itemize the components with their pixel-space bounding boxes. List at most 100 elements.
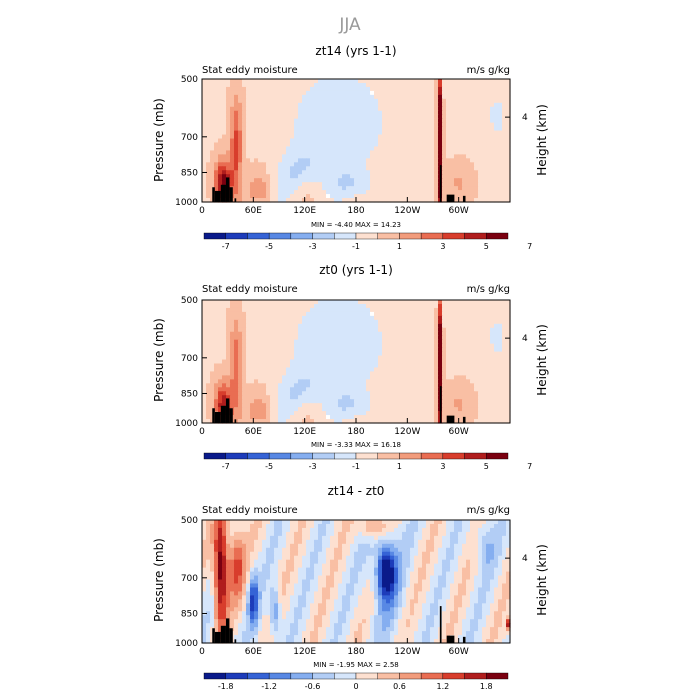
heat-cell bbox=[362, 303, 367, 309]
heat-cell bbox=[450, 106, 455, 112]
heat-cell bbox=[358, 90, 363, 96]
heat-cell bbox=[290, 359, 295, 365]
heat-cell bbox=[494, 303, 499, 309]
heat-cell bbox=[410, 134, 415, 140]
heat-cell bbox=[446, 122, 451, 128]
heat-cell bbox=[454, 399, 459, 404]
heat-cell bbox=[330, 379, 335, 384]
heat-cell bbox=[282, 114, 287, 120]
heat-cell bbox=[346, 375, 351, 380]
heat-cell bbox=[270, 162, 275, 167]
heat-cell bbox=[270, 198, 275, 203]
heat-cell bbox=[298, 142, 303, 148]
heat-cell bbox=[410, 186, 415, 191]
heat-cell bbox=[322, 150, 327, 155]
heat-cell bbox=[314, 146, 319, 152]
heat-cell bbox=[442, 130, 447, 136]
heat-cell bbox=[450, 130, 455, 136]
heat-cell bbox=[338, 114, 343, 120]
panel-2: zt0 (yrs 1-1) Stat eddy moisture m/s g/k… bbox=[152, 263, 549, 471]
heat-cell bbox=[278, 134, 283, 140]
heat-cell bbox=[458, 166, 463, 171]
heat-cell bbox=[306, 399, 311, 404]
heat-cell bbox=[490, 347, 495, 353]
heat-cell bbox=[210, 523, 215, 529]
heat-cell bbox=[422, 315, 427, 321]
heat-cell bbox=[502, 323, 507, 329]
heat-cell bbox=[278, 303, 283, 309]
heat-cell bbox=[206, 375, 211, 380]
heat-cell bbox=[310, 98, 315, 104]
heat-cell bbox=[494, 363, 499, 369]
heat-cell bbox=[374, 142, 379, 148]
heat-cell bbox=[258, 307, 263, 313]
heat-cell bbox=[238, 102, 243, 108]
heat-cell bbox=[202, 303, 207, 309]
heat-cell bbox=[294, 327, 299, 333]
heat-cell bbox=[374, 118, 379, 124]
heat-cell bbox=[210, 110, 215, 116]
heat-cell bbox=[482, 122, 487, 128]
heat-cell bbox=[274, 114, 279, 120]
heat-cell bbox=[350, 82, 355, 88]
heat-cell bbox=[478, 110, 483, 116]
heat-cell bbox=[478, 190, 483, 195]
heat-cell bbox=[466, 86, 471, 92]
heat-cell bbox=[382, 391, 387, 396]
heat-cell bbox=[390, 419, 395, 424]
heat-cell bbox=[402, 90, 407, 96]
heat-cell bbox=[478, 395, 483, 400]
colorbar-swatch bbox=[203, 232, 226, 240]
heat-cell bbox=[346, 331, 351, 337]
heat-cell bbox=[258, 375, 263, 380]
heat-cell bbox=[230, 359, 235, 365]
heat-cell bbox=[338, 138, 343, 144]
heat-cell bbox=[442, 150, 447, 155]
heat-cell bbox=[406, 300, 411, 305]
heat-cell bbox=[326, 126, 331, 132]
y-tick-label: 700 bbox=[181, 354, 198, 364]
heat-cell bbox=[454, 303, 459, 309]
heat-cell bbox=[386, 347, 391, 353]
heat-cell bbox=[250, 331, 255, 337]
heat-cell bbox=[278, 82, 283, 88]
heat-cell bbox=[470, 323, 475, 329]
heat-cell bbox=[418, 339, 423, 345]
heat-cell bbox=[362, 158, 367, 163]
heat-cell bbox=[438, 130, 443, 136]
heat-cell bbox=[330, 315, 335, 321]
heat-cell bbox=[354, 331, 359, 337]
heat-cell bbox=[434, 359, 439, 365]
heat-cell bbox=[278, 319, 283, 325]
heat-cell bbox=[426, 355, 431, 361]
heat-cell bbox=[466, 182, 471, 187]
heat-cell bbox=[398, 198, 403, 203]
heat-cell bbox=[258, 118, 263, 124]
heat-cell bbox=[450, 383, 455, 388]
heat-cell bbox=[258, 327, 263, 333]
heat-cell bbox=[310, 162, 315, 167]
heat-cell bbox=[230, 327, 235, 333]
heat-cell bbox=[314, 182, 319, 187]
heat-cell bbox=[498, 174, 503, 179]
heat-cell bbox=[426, 190, 431, 195]
heat-cell bbox=[490, 303, 495, 309]
heat-cell bbox=[466, 415, 471, 420]
heat-cell bbox=[262, 154, 267, 159]
heat-cell bbox=[202, 138, 207, 144]
heat-cell bbox=[214, 387, 219, 392]
heat-cell bbox=[414, 138, 419, 144]
heat-cell bbox=[278, 194, 283, 199]
heat-cell bbox=[430, 170, 435, 175]
heat-cell bbox=[374, 94, 379, 100]
heat-cell bbox=[266, 331, 271, 337]
heat-cell bbox=[338, 110, 343, 116]
heat-cell bbox=[442, 391, 447, 396]
heat-cell bbox=[282, 146, 287, 152]
heat-cell bbox=[502, 300, 507, 305]
heat-cell bbox=[310, 387, 315, 392]
heat-cell bbox=[498, 335, 503, 341]
panel-3-title: zt14 - zt0 bbox=[328, 484, 385, 498]
heat-cell bbox=[202, 375, 207, 380]
heat-cell bbox=[262, 86, 267, 92]
